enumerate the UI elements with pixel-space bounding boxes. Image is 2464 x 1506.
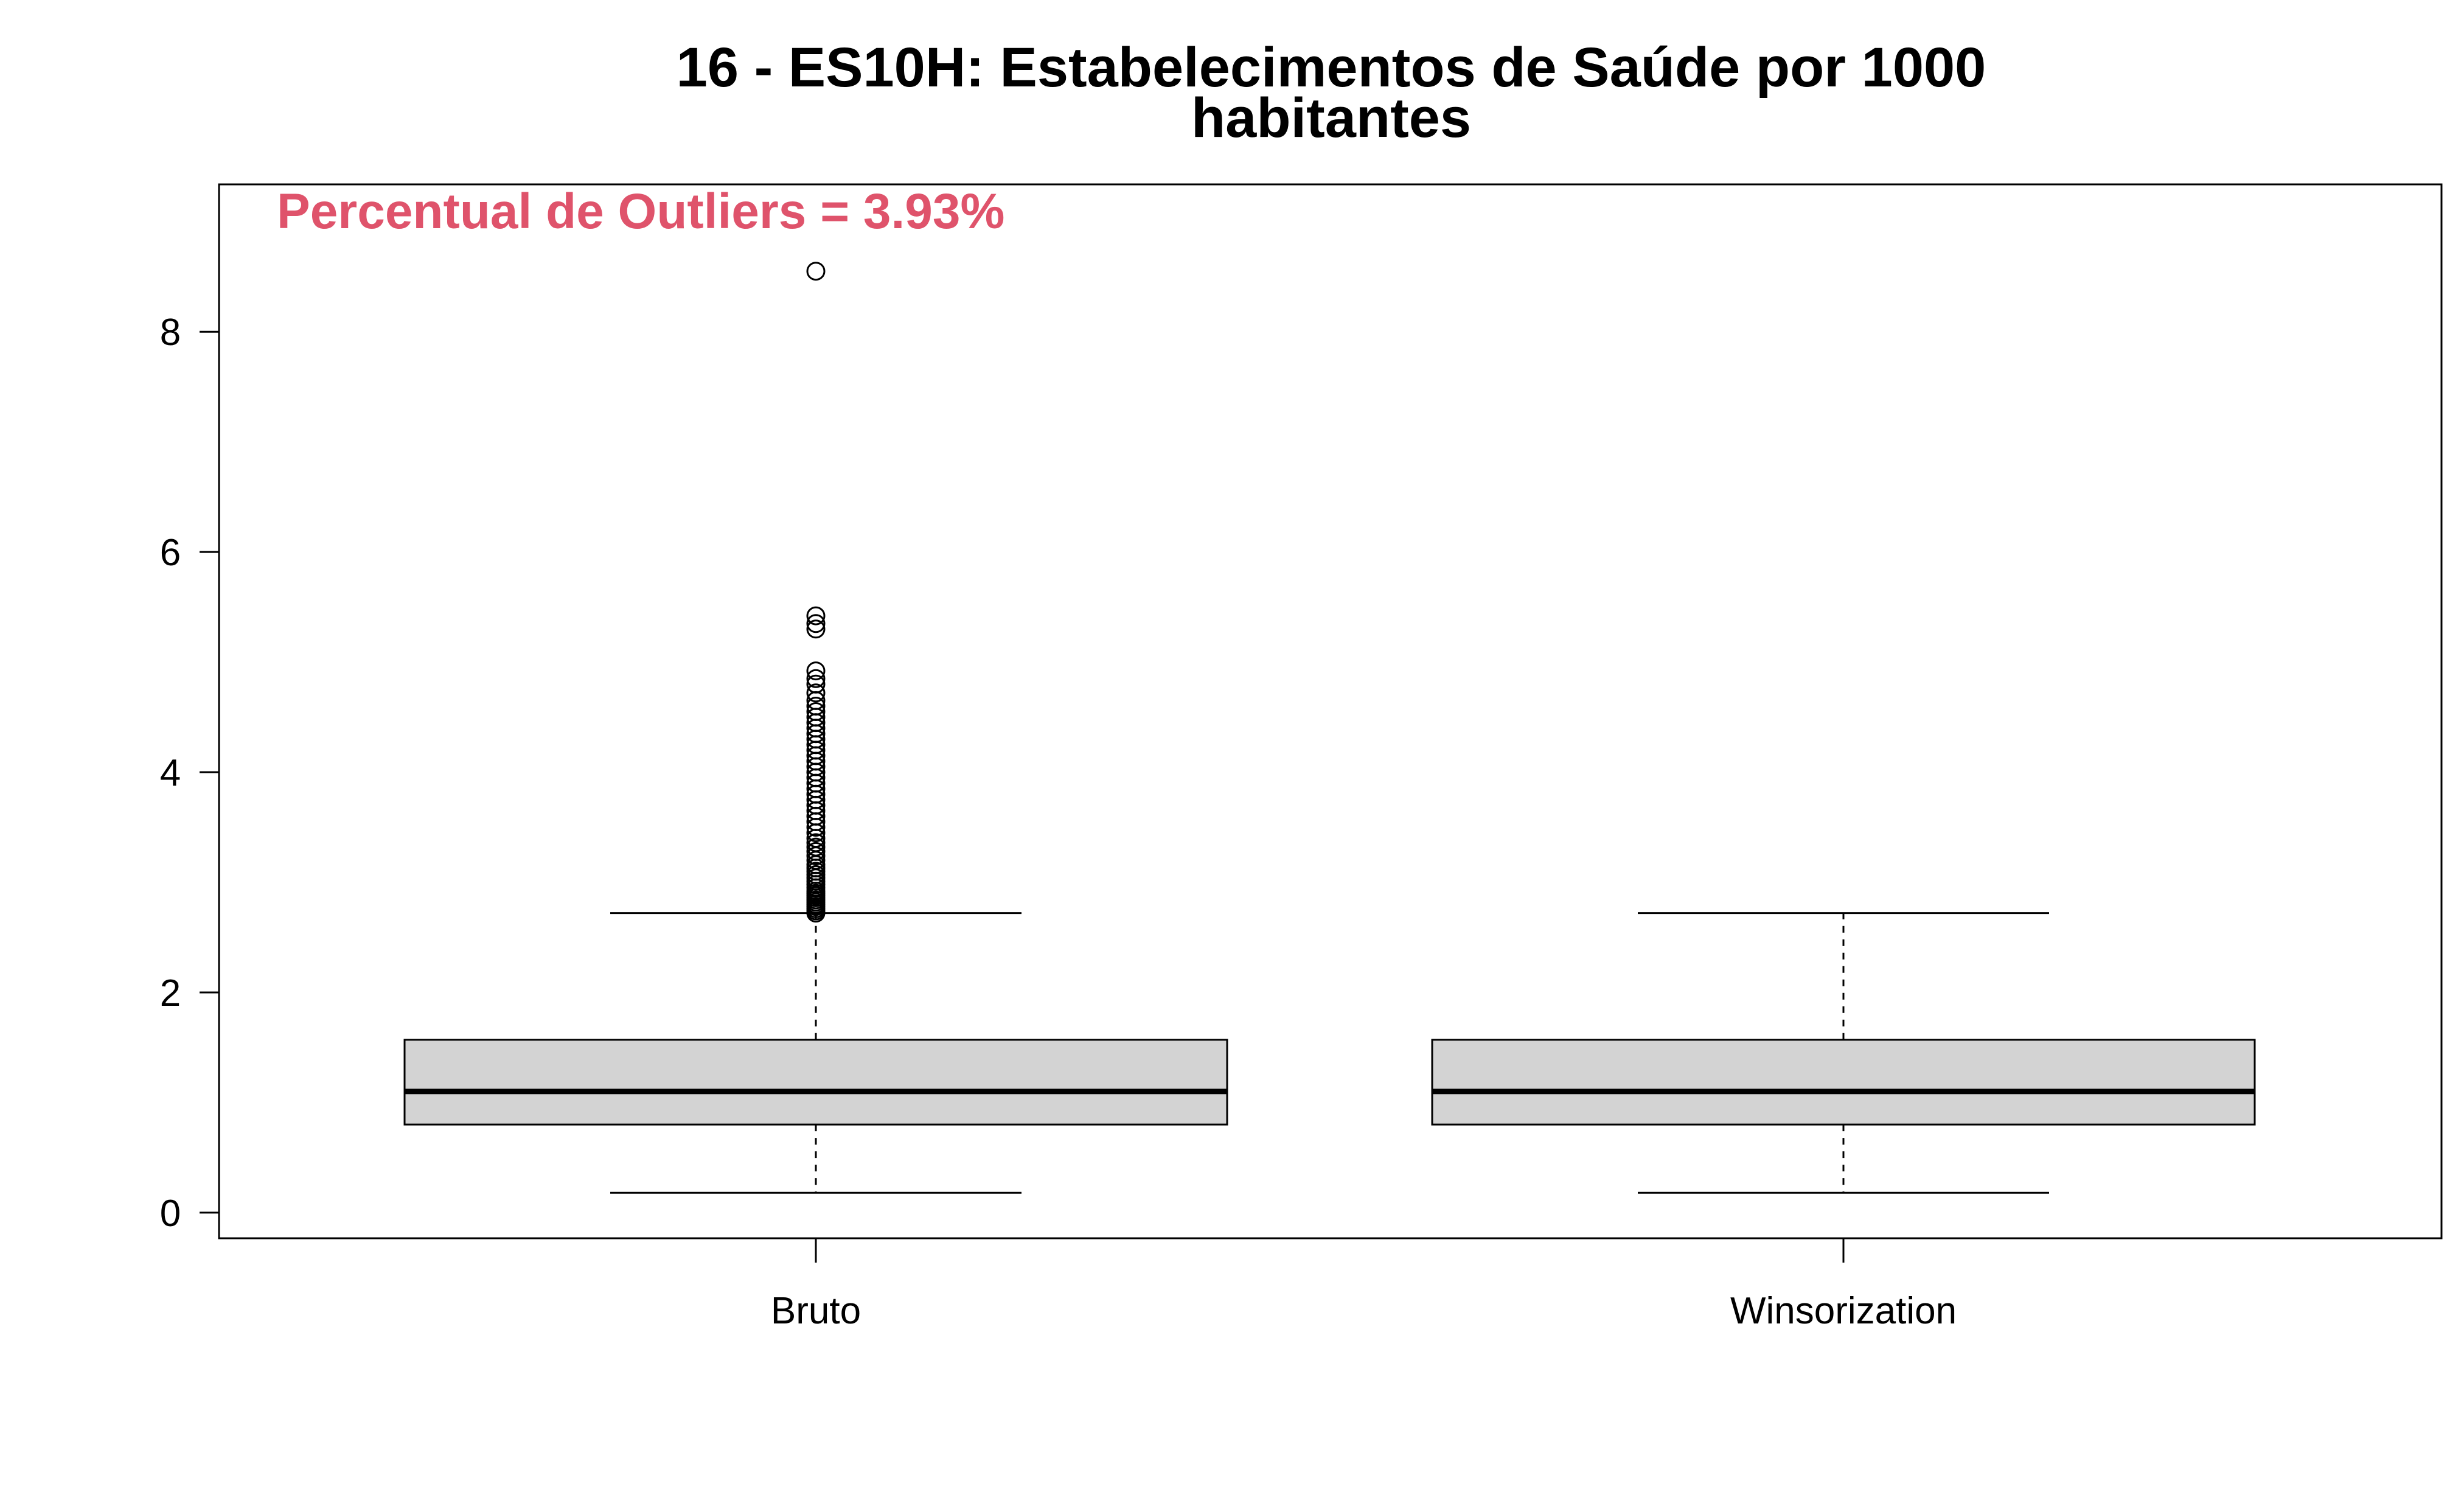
outlier-point xyxy=(806,661,826,681)
outlier-point xyxy=(806,833,826,852)
y-tick-label: 4 xyxy=(160,752,181,794)
outlier-point xyxy=(806,614,826,633)
x-tick-label: Bruto xyxy=(771,1290,861,1332)
outlier-point xyxy=(806,619,826,639)
outlier-point xyxy=(806,837,826,857)
y-tick-label: 0 xyxy=(160,1193,181,1235)
iqr-box xyxy=(1431,1039,2256,1126)
boxes-group xyxy=(403,262,2256,1194)
outlier-point xyxy=(806,683,826,703)
chart-title-line-1: 16 - ES10H: Estabelecimentos de Saúde po… xyxy=(677,37,1986,99)
outlier-percentage-annotation: Percentual de Outliers = 3.93% xyxy=(277,184,1004,239)
outlier-point xyxy=(806,669,826,688)
x-tick-label: Winsorization xyxy=(1730,1290,1957,1332)
y-tick-label: 2 xyxy=(160,972,181,1014)
y-axis: 0 2 4 6 8 xyxy=(160,312,220,1235)
outlier-point xyxy=(806,696,826,716)
box-winsorization xyxy=(1431,912,2256,1194)
y-tick-label: 6 xyxy=(160,532,181,574)
outlier-point xyxy=(806,702,826,722)
iqr-box xyxy=(403,1039,1228,1126)
box-bruto xyxy=(403,262,1228,1194)
x-axis: Bruto Winsorization xyxy=(771,1237,1957,1332)
outlier-point xyxy=(806,606,826,626)
y-tick-label: 8 xyxy=(160,312,181,354)
outlier-point xyxy=(806,842,826,861)
chart-title-line-2: habitantes xyxy=(1191,87,1471,149)
outlier-point xyxy=(806,674,826,694)
outlier-point xyxy=(806,262,826,281)
